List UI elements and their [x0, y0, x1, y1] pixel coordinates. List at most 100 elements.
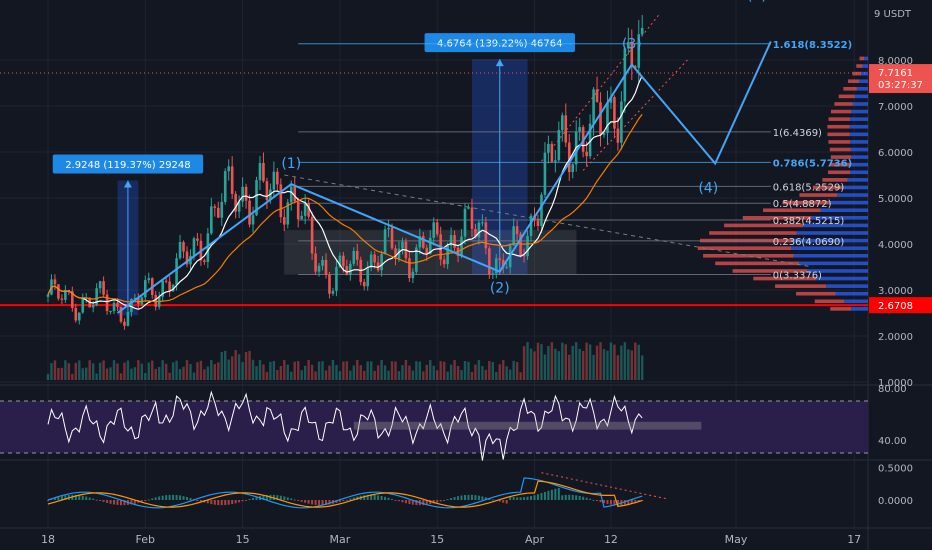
- macd-histogram-bar: [606, 500, 609, 504]
- macd-histogram-bar: [561, 495, 564, 500]
- volume-bar: [522, 346, 526, 380]
- volume-layer: [46, 342, 644, 380]
- volume-bar: [50, 363, 53, 380]
- volume-profile-sell: [830, 162, 852, 167]
- candle-body: [505, 267, 508, 269]
- volume-bar: [258, 360, 262, 380]
- measure-label-box: [424, 33, 575, 53]
- macd-histogram-bar: [536, 494, 539, 500]
- fib-level-label: 0.236(4.0690): [773, 237, 845, 248]
- candle-body: [314, 253, 317, 272]
- macd-histogram-bar: [575, 495, 578, 500]
- macd-histogram-bar: [290, 498, 293, 500]
- candle-body: [390, 227, 394, 249]
- volume-bar: [213, 364, 216, 380]
- macd-histogram-bar: [523, 497, 526, 500]
- volume-bar: [515, 362, 519, 380]
- candle-body: [474, 228, 477, 238]
- fib-level-label: 0.5(4.8872): [773, 199, 832, 210]
- volume-bar: [641, 355, 644, 380]
- price-tick-label: 2.0000: [878, 332, 913, 343]
- candle-body: [335, 267, 338, 291]
- macd-histogram-bar: [74, 494, 77, 500]
- volume-bar: [203, 369, 206, 380]
- volume-profile-buy: [816, 276, 868, 281]
- volume-bar: [547, 346, 550, 380]
- volume-profile-buy: [851, 109, 868, 114]
- candle-body: [564, 115, 568, 143]
- candle-body: [220, 201, 224, 218]
- macd-histogram-bar: [422, 500, 425, 506]
- volume-bar: [505, 366, 508, 380]
- volume-bar: [237, 354, 241, 380]
- volume-profile-buy: [792, 238, 868, 243]
- volume-bar: [192, 372, 196, 380]
- price-axis[interactable]: 9 USDT 8.0000 7.0000 6.0000 5.0000 4.0000 3.00…: [869, 9, 932, 507]
- volume-bar: [568, 354, 571, 380]
- macd-histogram-bar: [370, 494, 373, 500]
- volume-bar: [269, 361, 272, 380]
- fib-level-label: 1.618(8.3522): [773, 40, 852, 51]
- volume-bar: [300, 370, 303, 380]
- volume-bar: [401, 365, 404, 380]
- volume-bar: [168, 372, 171, 380]
- candle-body: [349, 263, 352, 275]
- macd-histogram-bar: [439, 500, 442, 502]
- candle-body: [355, 250, 359, 260]
- candle-body: [57, 284, 60, 299]
- time-tick-label: 17: [847, 533, 861, 546]
- candle-body: [512, 226, 515, 246]
- macd-histogram-bar: [377, 495, 380, 500]
- volume-profile-sell: [828, 117, 851, 121]
- macd-histogram-bar: [533, 495, 536, 500]
- volume-bar: [467, 361, 470, 380]
- time-axis[interactable]: 18 Feb 15 Mar 15 Apr 12 May 17: [0, 527, 932, 546]
- time-tick-label: 18: [41, 533, 55, 546]
- candle-body: [606, 102, 609, 134]
- volume-bar: [251, 359, 255, 380]
- macd-histogram-bar: [616, 500, 619, 506]
- volume-bar: [606, 350, 609, 380]
- volume-bar: [637, 344, 640, 380]
- wave-label: (2): [490, 280, 510, 296]
- candle-body: [609, 97, 613, 103]
- volume-bar: [477, 360, 481, 380]
- macd-histogram-bar: [502, 500, 505, 503]
- candle-body: [640, 27, 644, 35]
- candle-body: [71, 291, 74, 308]
- macd-histogram-bar: [85, 496, 88, 500]
- volume-bar: [491, 361, 494, 380]
- candle-body: [147, 278, 151, 281]
- candle-body: [237, 201, 241, 212]
- volume-profile-sell: [830, 109, 852, 114]
- wave-label: (4): [698, 180, 718, 196]
- volume-bar: [536, 342, 540, 380]
- volume-bar: [470, 371, 474, 380]
- macd-histogram-bar: [488, 498, 491, 500]
- candle-body: [206, 233, 210, 262]
- candle-body: [123, 321, 126, 326]
- macd-histogram-bar: [213, 500, 216, 505]
- candle-body: [98, 281, 102, 289]
- volume-profile-buy: [847, 178, 868, 182]
- volume-bar: [508, 369, 512, 380]
- macd-histogram-bar: [78, 495, 81, 500]
- fibonacci-layer: 1.618(8.3522) 1(6.4369) 0.786(5.7736) 0.618…: [0, 13, 868, 307]
- macd-histogram-bar: [199, 500, 202, 502]
- macd-histogram-bar: [571, 494, 574, 500]
- macd-histogram-bar: [179, 495, 182, 500]
- volume-profile-sell: [782, 200, 830, 205]
- candle-body: [387, 227, 390, 230]
- macd-histogram-bar: [394, 500, 397, 501]
- volume-bar: [609, 342, 613, 380]
- volume-bar: [345, 361, 349, 380]
- volume-bar: [272, 361, 276, 380]
- volume-bar: [182, 366, 185, 380]
- volume-bar: [210, 360, 213, 380]
- candle-body: [550, 143, 554, 162]
- candle-body: [244, 186, 248, 201]
- support-price-tag: [869, 297, 932, 314]
- volume-bar: [91, 363, 95, 380]
